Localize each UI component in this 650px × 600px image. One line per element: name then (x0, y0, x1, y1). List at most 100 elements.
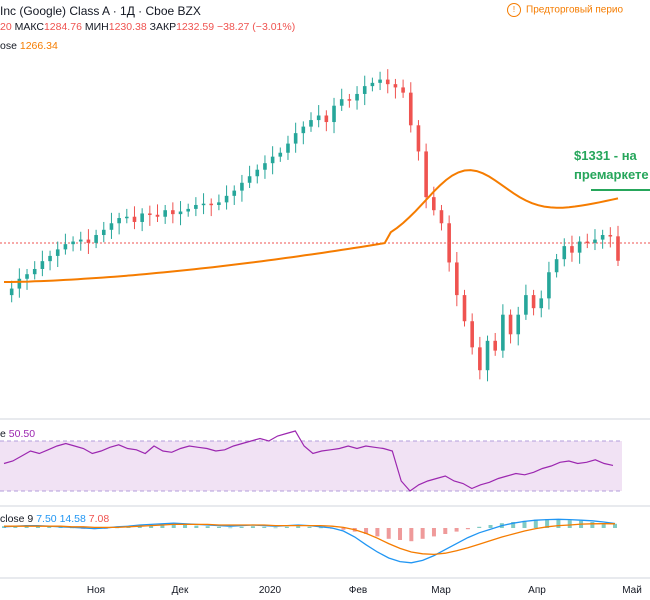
macd-histogram-bar (375, 528, 380, 537)
premarket-badge[interactable]: ! Предторговый перио (507, 3, 623, 17)
macd-histogram-bar (556, 519, 561, 528)
candle (478, 336, 482, 380)
candle (370, 77, 375, 92)
candle-body (593, 239, 597, 243)
macd-histogram-bar (364, 528, 369, 534)
candle (470, 313, 474, 355)
candle-body (470, 321, 474, 348)
candle (209, 198, 214, 217)
ohlc-prefix: 20 (0, 21, 12, 33)
candle-body (570, 246, 574, 253)
candle (240, 174, 244, 202)
candle (516, 306, 521, 346)
candle (101, 221, 106, 243)
candle-body (485, 340, 490, 371)
candle-body (531, 295, 536, 309)
candle-body (424, 151, 428, 198)
candle (86, 229, 91, 254)
macd-histogram-bar (443, 528, 448, 534)
candle-body (25, 274, 29, 279)
macd-histogram-bar (318, 527, 323, 529)
candle-body (608, 235, 613, 237)
candle (255, 164, 260, 184)
macd-histogram-bar (386, 528, 391, 539)
candle-body (186, 208, 190, 212)
candle-body (32, 268, 37, 275)
candle-body (362, 86, 367, 94)
candle (178, 201, 183, 226)
candle-body (562, 246, 567, 260)
macd-histogram-bar (137, 526, 142, 528)
candle-body (201, 203, 206, 206)
high-value: 1284.76 (43, 21, 82, 33)
macd-histogram-bar (465, 528, 470, 530)
candle-body (101, 229, 106, 236)
candle-body (332, 105, 336, 123)
candle-body (171, 210, 175, 215)
macd-histogram-bar (171, 524, 176, 528)
macd-histogram-bar (205, 526, 210, 528)
macd-histogram-bar (250, 526, 255, 528)
candle-body (286, 143, 290, 153)
rsi-line (3, 430, 614, 492)
candle (155, 204, 160, 222)
candle-body (155, 214, 160, 217)
macd-histogram-bar (239, 526, 244, 528)
candle-body (508, 314, 513, 335)
candle (355, 86, 359, 110)
candle-body (40, 261, 45, 269)
candle-body (125, 216, 129, 219)
candle-body (355, 93, 359, 101)
candle-body (9, 288, 14, 296)
candle-body (240, 182, 244, 191)
candle-body (501, 314, 505, 351)
symbol-title[interactable]: Inc (Google) Class A · 1Д · Cboe BZX (0, 4, 201, 18)
candle (347, 93, 352, 108)
candle (501, 304, 505, 358)
rsi-legend[interactable]: e 50.50 (0, 428, 35, 440)
candle (48, 250, 52, 271)
macd-histogram-bar (545, 519, 550, 528)
candle-body (78, 239, 83, 242)
candle (508, 309, 513, 344)
macd-legend[interactable]: close 9 7.50 14.58 7.08 (0, 513, 109, 525)
candle (32, 261, 37, 280)
candle (63, 233, 68, 255)
candle-body (293, 133, 298, 144)
candle-body (309, 120, 313, 127)
candle (608, 227, 613, 248)
candle-body (94, 235, 98, 243)
candle (332, 97, 336, 134)
candle (455, 252, 459, 307)
candle-body (209, 203, 214, 206)
candle (224, 185, 229, 210)
macd-histogram-bar (296, 526, 301, 528)
candle (40, 250, 45, 277)
candle-body (547, 272, 551, 299)
candle-body (447, 223, 451, 263)
candle (125, 208, 129, 224)
candle (140, 208, 144, 232)
candle-body (86, 239, 91, 243)
candle-body (408, 92, 413, 126)
candle (577, 236, 582, 264)
macd-histogram-bar (454, 528, 459, 532)
candle (401, 79, 405, 98)
candle-body (439, 210, 444, 224)
candle-body (585, 241, 590, 244)
candle (148, 205, 152, 226)
candle-body (140, 213, 144, 222)
candle-body (370, 82, 375, 87)
x-label-mar: Мар (431, 585, 451, 596)
candle-body (194, 204, 198, 209)
candle (385, 69, 390, 94)
candle-body (324, 115, 329, 123)
x-label-feb: Фев (348, 585, 368, 596)
candle-body (255, 169, 260, 177)
x-label-may: Май (622, 585, 642, 596)
candle (263, 155, 267, 179)
macd-histogram-bar (216, 526, 221, 528)
candle-body (232, 190, 237, 196)
ma-legend[interactable]: ose 1266.34 (0, 40, 58, 52)
macd-histogram-bar (409, 528, 414, 542)
